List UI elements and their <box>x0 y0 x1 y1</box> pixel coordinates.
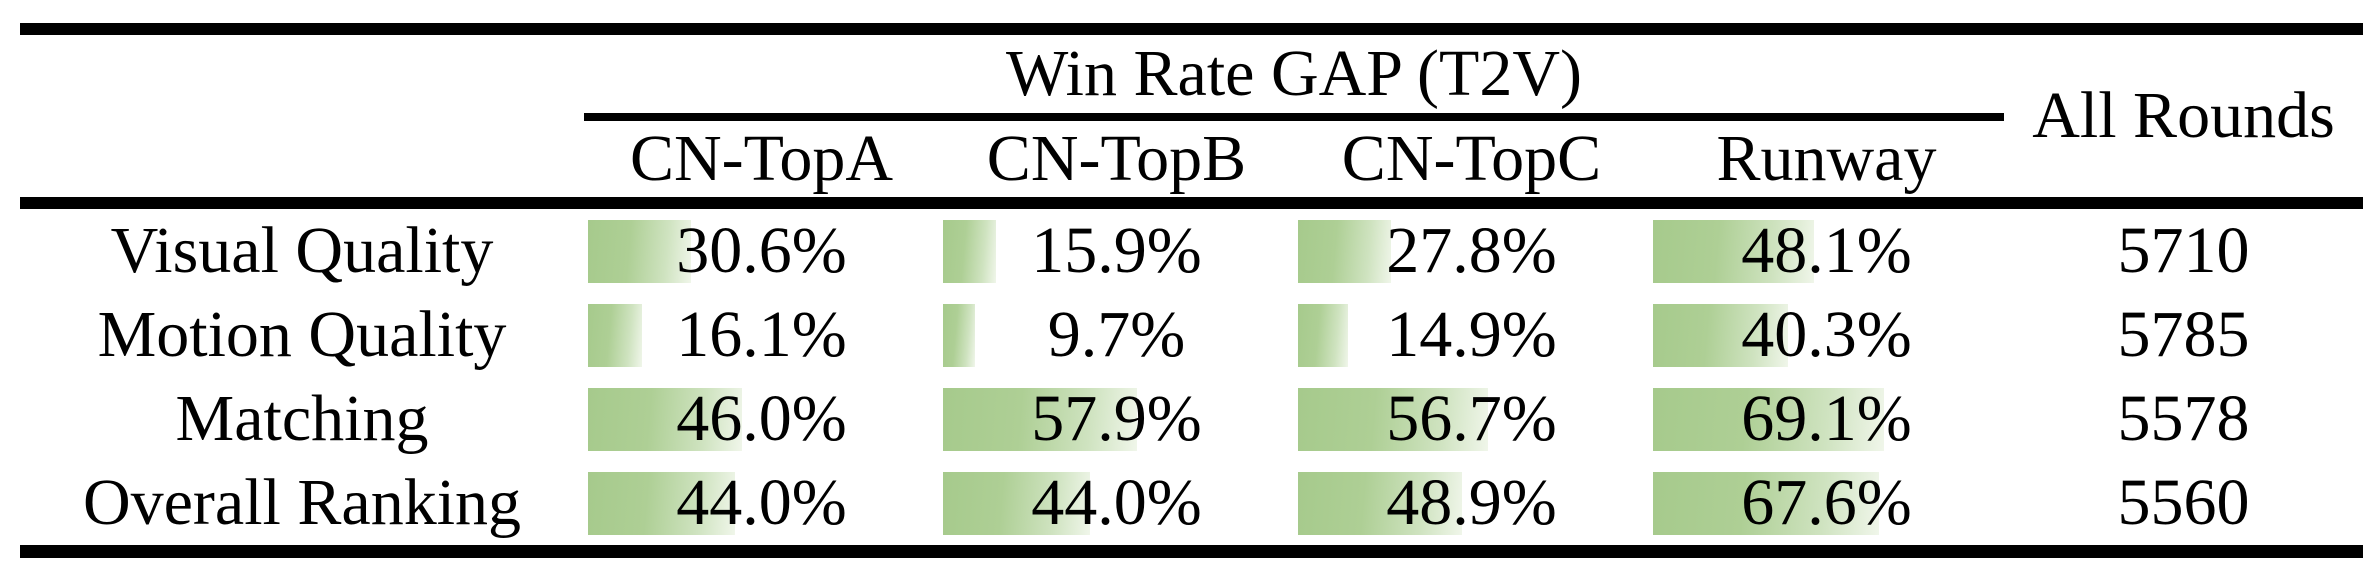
win-rate-value: 48.1% <box>1741 214 1912 287</box>
bottom-rule <box>20 545 2363 558</box>
gap-cell: 40.3% <box>1649 293 2004 377</box>
win-rate-bar <box>588 304 642 367</box>
win-rate-value: 27.8% <box>1386 214 1557 287</box>
all-rounds-header: All Rounds <box>2032 79 2335 152</box>
gap-cell: 14.9% <box>1294 293 1649 377</box>
win-rate-bar <box>588 388 743 451</box>
win-rate-table: Win Rate GAP (T2V) All Rounds CN-TopA CN… <box>20 35 2363 545</box>
gap-cell: 44.0% <box>939 461 1294 545</box>
all-rounds-value: 5578 <box>2117 382 2250 455</box>
col-header-cn-topc: CN-TopC <box>1341 122 1602 195</box>
top-rule <box>20 23 2363 35</box>
win-rate-value: 67.6% <box>1741 466 1912 539</box>
gap-cell: 27.8% <box>1294 209 1649 293</box>
win-rate-bar <box>943 388 1137 451</box>
gap-cell: 48.9% <box>1294 461 1649 545</box>
win-rate-value: 44.0% <box>676 466 847 539</box>
win-rate-bar <box>1653 304 1788 367</box>
gap-cell: 69.1% <box>1649 377 2004 461</box>
col-header-cn-topb: CN-TopB <box>986 122 1247 195</box>
gap-cell: 48.1% <box>1649 209 2004 293</box>
gap-cell: 56.7% <box>1294 377 1649 461</box>
win-rate-value: 16.1% <box>676 298 847 371</box>
win-rate-bar <box>1298 472 1462 535</box>
gap-cell: 15.9% <box>939 209 1294 293</box>
win-rate-value: 57.9% <box>1031 382 1202 455</box>
all-rounds-value: 5560 <box>2117 466 2250 539</box>
win-rate-bar <box>1653 472 1880 535</box>
win-rate-value: 14.9% <box>1386 298 1557 371</box>
win-rate-bar <box>1653 388 1885 451</box>
win-rate-bar <box>588 220 691 283</box>
gap-cell: 46.0% <box>584 377 939 461</box>
gap-cell: 9.7% <box>939 293 1294 377</box>
row-label-motion-quality: Motion Quality <box>97 298 507 371</box>
win-rate-value: 40.3% <box>1741 298 1912 371</box>
row-label-visual-quality: Visual Quality <box>110 214 494 287</box>
win-rate-bar <box>1653 220 1815 283</box>
win-rate-bar <box>1298 388 1488 451</box>
col-header-runway: Runway <box>1716 122 1937 195</box>
win-rate-value: 9.7% <box>1047 298 1186 371</box>
col-header-cn-topa: CN-TopA <box>629 122 894 195</box>
win-rate-bar <box>588 472 736 535</box>
row-label-overall-ranking: Overall Ranking <box>82 466 522 539</box>
gap-cell: 57.9% <box>939 377 1294 461</box>
win-rate-bar <box>943 220 997 283</box>
win-rate-bar <box>943 304 976 367</box>
gap-cell: 67.6% <box>1649 461 2004 545</box>
win-rate-value: 15.9% <box>1031 214 1202 287</box>
win-rate-bar <box>1298 220 1392 283</box>
win-rate-value: 48.9% <box>1386 466 1557 539</box>
gap-cell: 16.1% <box>584 293 939 377</box>
header-divider-rule <box>20 197 2363 209</box>
all-rounds-value: 5710 <box>2117 214 2250 287</box>
win-rate-value: 69.1% <box>1741 382 1912 455</box>
row-label-matching: Matching <box>175 382 429 455</box>
gap-cell: 30.6% <box>584 209 939 293</box>
all-rounds-value: 5785 <box>2117 298 2250 371</box>
corner-spacer <box>20 35 584 197</box>
gap-cell: 44.0% <box>584 461 939 545</box>
win-rate-value: 56.7% <box>1386 382 1557 455</box>
win-rate-bar <box>1298 304 1348 367</box>
win-rate-value: 46.0% <box>676 382 847 455</box>
win-rate-value: 30.6% <box>676 214 847 287</box>
win-rate-bar <box>943 472 1091 535</box>
win-rate-value: 44.0% <box>1031 466 1202 539</box>
group-header-title: Win Rate GAP (T2V) <box>584 35 2004 121</box>
